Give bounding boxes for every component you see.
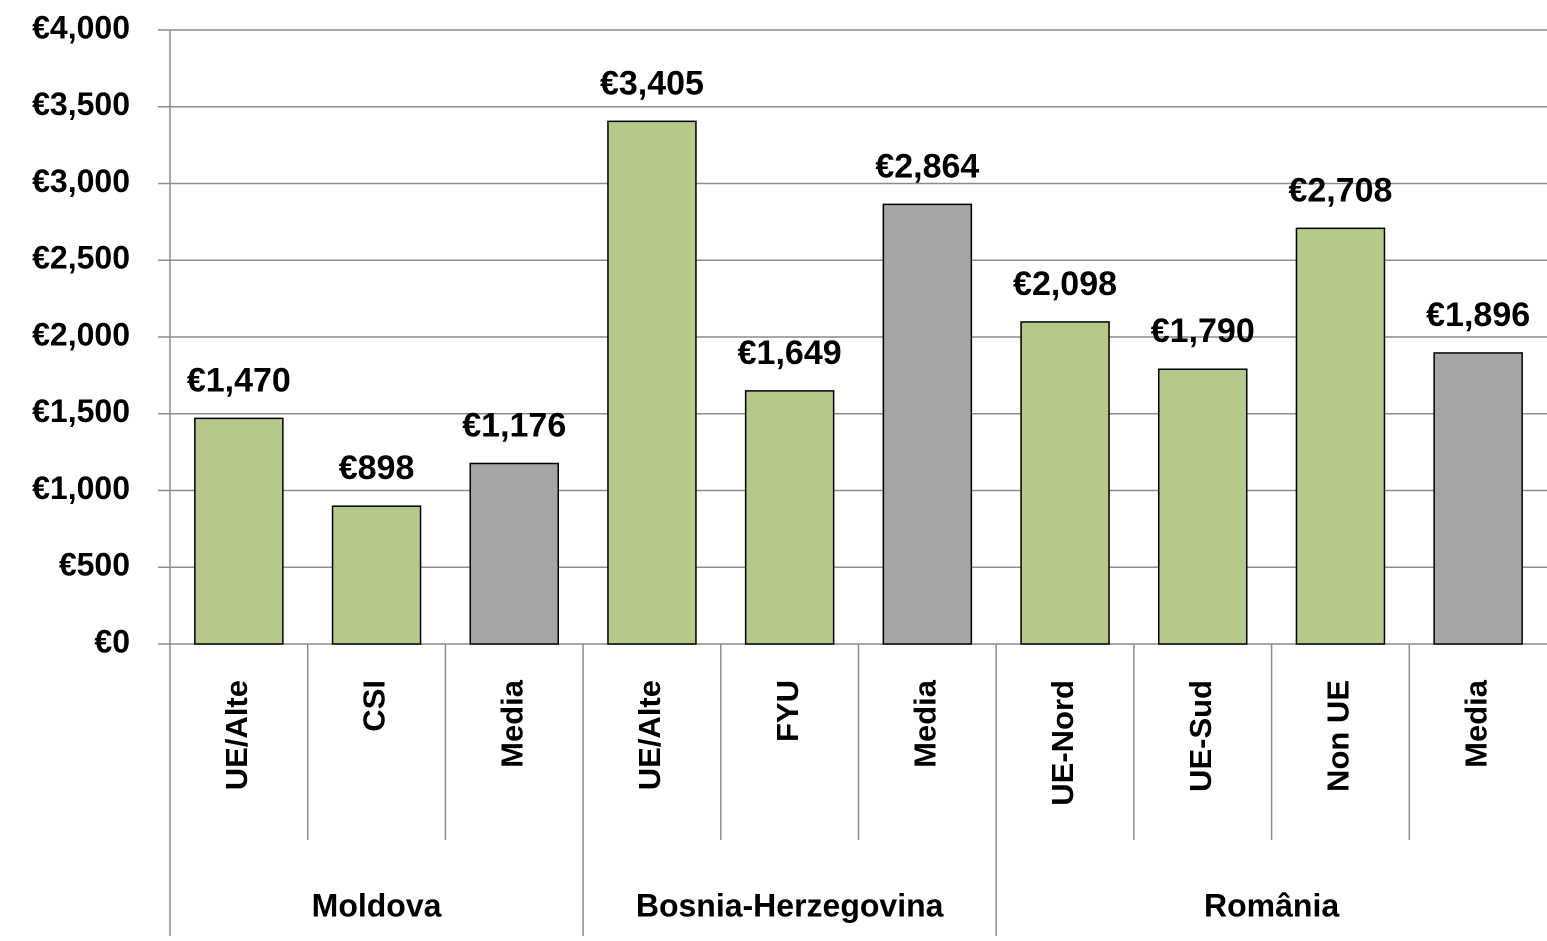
x-tick-label: FYU [770, 680, 805, 742]
x-tick-label: UE/Alte [219, 680, 254, 790]
group-label: Moldova [312, 887, 442, 923]
group-label: Bosnia-Herzegovina [636, 887, 944, 923]
y-tick-label: €2,500 [32, 240, 130, 276]
y-tick-label: €2,000 [32, 316, 130, 352]
bar [607, 120, 697, 645]
bar [331, 505, 422, 645]
bar [469, 462, 559, 645]
y-tick-label: €3,000 [32, 163, 130, 199]
y-tick-label: €500 [59, 547, 130, 583]
bar [1295, 227, 1386, 645]
y-tick-label: €1,000 [32, 470, 130, 506]
value-label: €1,176 [462, 406, 566, 444]
y-tick-label: €1,500 [32, 393, 130, 429]
y-tick-label: €3,500 [32, 86, 130, 122]
value-label: €2,708 [1288, 171, 1392, 209]
y-tick-label: €0 [94, 623, 130, 659]
x-tick-label: Media [494, 679, 529, 768]
bar [1020, 321, 1110, 645]
x-tick-label: Media [1458, 679, 1493, 768]
x-tick-label: Non UE [1321, 680, 1356, 792]
value-label: €898 [339, 449, 415, 487]
bar [1433, 352, 1523, 645]
x-tick-label: UE-Sud [1183, 680, 1218, 792]
bar [1158, 368, 1248, 645]
x-tick-label: UE/Alte [632, 680, 667, 790]
x-tick-label: Media [908, 679, 943, 768]
value-label: €1,790 [1151, 312, 1255, 350]
bar [882, 203, 973, 645]
value-label: €1,470 [187, 361, 291, 399]
bar [194, 417, 284, 645]
value-label: €2,098 [1013, 265, 1117, 303]
x-tick-label: UE-Nord [1045, 680, 1080, 806]
value-label: €1,649 [738, 334, 842, 372]
value-label: €3,405 [600, 64, 704, 102]
y-tick-label: €4,000 [32, 9, 130, 45]
bar [744, 390, 835, 645]
x-tick-label: CSI [357, 680, 392, 732]
value-label: €1,896 [1426, 296, 1530, 334]
value-label: €2,864 [875, 147, 979, 185]
group-label: România [1204, 887, 1339, 923]
